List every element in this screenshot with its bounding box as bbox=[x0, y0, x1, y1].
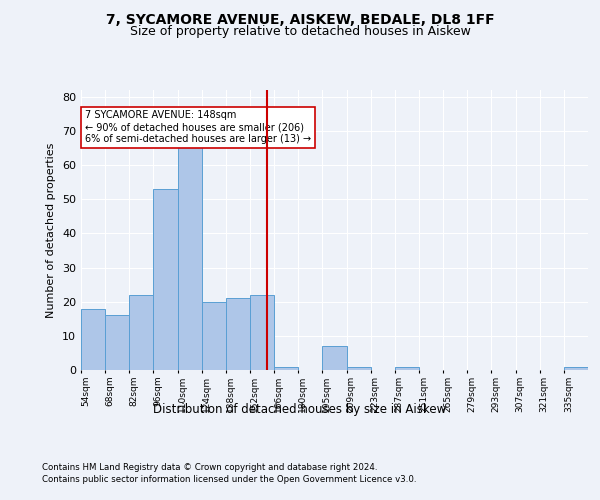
Bar bbox=[226, 298, 250, 370]
Text: 7, SYCAMORE AVENUE, AISKEW, BEDALE, DL8 1FF: 7, SYCAMORE AVENUE, AISKEW, BEDALE, DL8 … bbox=[106, 12, 494, 26]
Bar bbox=[322, 346, 347, 370]
Bar bbox=[395, 366, 419, 370]
Bar bbox=[105, 316, 129, 370]
Bar bbox=[154, 189, 178, 370]
Bar bbox=[81, 308, 105, 370]
Text: Contains HM Land Registry data © Crown copyright and database right 2024.: Contains HM Land Registry data © Crown c… bbox=[42, 462, 377, 471]
Text: Size of property relative to detached houses in Aiskew: Size of property relative to detached ho… bbox=[130, 25, 470, 38]
Text: Contains public sector information licensed under the Open Government Licence v3: Contains public sector information licen… bbox=[42, 475, 416, 484]
Text: Distribution of detached houses by size in Aiskew: Distribution of detached houses by size … bbox=[154, 402, 446, 415]
Bar bbox=[250, 295, 274, 370]
Bar bbox=[129, 295, 154, 370]
Y-axis label: Number of detached properties: Number of detached properties bbox=[46, 142, 56, 318]
Bar bbox=[178, 138, 202, 370]
Bar bbox=[347, 366, 371, 370]
Text: 7 SYCAMORE AVENUE: 148sqm
← 90% of detached houses are smaller (206)
6% of semi-: 7 SYCAMORE AVENUE: 148sqm ← 90% of detac… bbox=[85, 110, 311, 144]
Bar bbox=[202, 302, 226, 370]
Bar bbox=[564, 366, 588, 370]
Bar bbox=[274, 366, 298, 370]
